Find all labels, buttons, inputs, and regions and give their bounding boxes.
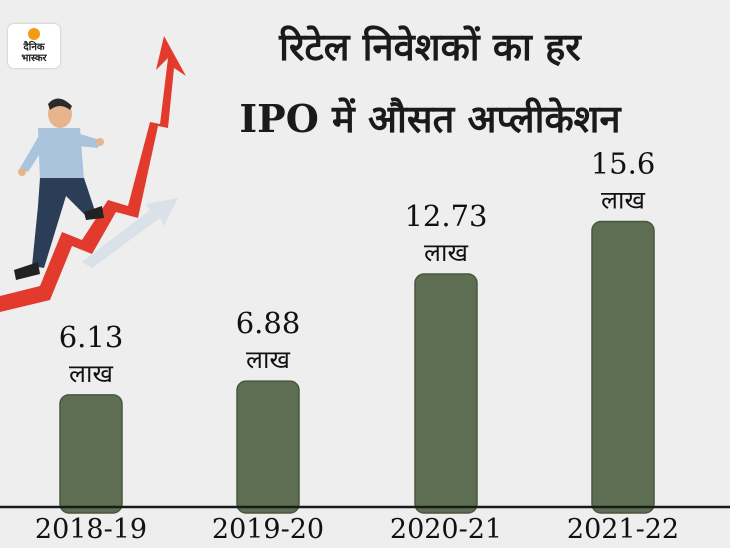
value-label-2021-22: 15.6 — [591, 147, 656, 181]
value-label-2018-19: 6.13 — [59, 320, 124, 354]
x-tick-label-2021-22: 2021-22 — [567, 514, 679, 545]
logo-line2: भास्कर — [21, 53, 47, 64]
climbing-man-icon — [14, 98, 104, 280]
unit-label-2020-21: लाख — [424, 238, 468, 267]
bar-2018-19 — [59, 394, 123, 514]
x-tick-label-2018-19: 2018-19 — [35, 514, 147, 545]
chart-title-line2: IPO में औसत अप्लीकेशन — [239, 96, 621, 141]
rising-arrow-icon — [0, 36, 186, 312]
dainik-bhaskar-logo: दैनिक भास्कर — [8, 24, 60, 68]
bar-2019-20 — [236, 380, 300, 514]
unit-label-2018-19: लाख — [69, 359, 113, 388]
unit-label-2019-20: लाख — [246, 345, 290, 374]
bar-2020-21 — [414, 273, 478, 514]
unit-label-2021-22: लाख — [601, 186, 645, 215]
value-label-2020-21: 12.73 — [404, 199, 487, 233]
bar-2021-22 — [591, 220, 655, 514]
logo-line1: दैनिक — [23, 42, 45, 53]
sun-icon — [28, 28, 40, 40]
value-label-2019-20: 6.88 — [236, 306, 301, 340]
chart-title-line1: रिटेल निवेशकों का हर — [279, 24, 581, 69]
x-tick-label-2019-20: 2019-20 — [212, 514, 324, 545]
x-tick-label-2020-21: 2020-21 — [390, 514, 502, 545]
